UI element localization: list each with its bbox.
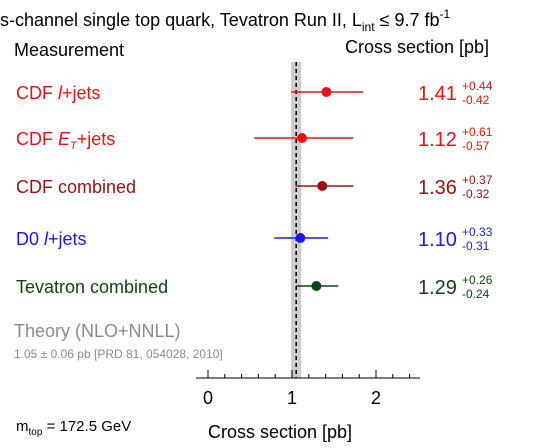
data-point [321,87,332,97]
data-point [311,281,322,291]
theory-detail: 1.05 ± 0.06 pb [PRD 81, 054028, 2010] [14,347,223,361]
measurement-label: Tevatron combined [16,277,168,297]
x-tick-label: 1 [287,388,297,408]
x-axis-label: Cross section [pb] [208,422,352,442]
title-superscript: -1 [440,7,451,21]
measurement-value: 1.41 [418,83,457,105]
measurement-header: Measurement [14,40,124,60]
measurement-mark [274,233,329,243]
measurement-label: CDF l+jets [16,83,101,103]
measurement-mark [254,133,354,143]
measurement-mark [291,87,364,97]
measurement-label: D0 l+jets [16,229,87,249]
x-tick-label: 0 [203,388,213,408]
error-plus: +0.44 [462,79,493,93]
error-minus: -0.57 [462,139,490,153]
chart-title: s-channel single top quark, Tevatron Run… [0,7,450,34]
measurement-label: CDF ET+jets [16,129,115,152]
x-axis: 0 1 2 [196,370,420,408]
error-minus: -0.31 [462,239,490,253]
mtop-note: mtop = 172.5 GeV [16,418,131,438]
data-point [295,233,306,243]
value-header: Cross section [pb] [345,37,489,57]
error-plus: +0.33 [462,225,493,239]
measurement-label: CDF combined [16,177,136,197]
measurement-value: 1.36 [418,177,457,199]
error-minus: -0.32 [462,187,490,201]
measurement-value: 1.29 [418,277,457,299]
theory-label: Theory (NLO+NNLL) [14,321,181,341]
measurement-value: 1.10 [418,229,457,251]
error-plus: +0.61 [462,125,493,139]
measurement-mark [295,181,354,191]
measurement-values: 1.41 +0.44-0.421.12 +0.61-0.571.36 +0.37-0.… [418,79,493,301]
error-plus: +0.37 [462,173,493,187]
measurement-value: 1.12 [418,129,457,151]
error-minus: -0.42 [462,93,490,107]
theory-band-group [291,62,302,378]
data-point [297,133,308,143]
measurement-marks [254,87,364,291]
measurement-mark [296,281,339,291]
data-point [317,181,328,191]
x-tick-label: 2 [371,388,381,408]
x-ticks: 0 1 2 [203,370,411,408]
error-minus: -0.24 [462,287,490,301]
title-subscript: int [362,20,375,34]
measurement-labels: CDF l+jets CDF ET+jets CDF combined D0 l+je… [16,83,168,297]
error-plus: +0.26 [462,273,493,287]
